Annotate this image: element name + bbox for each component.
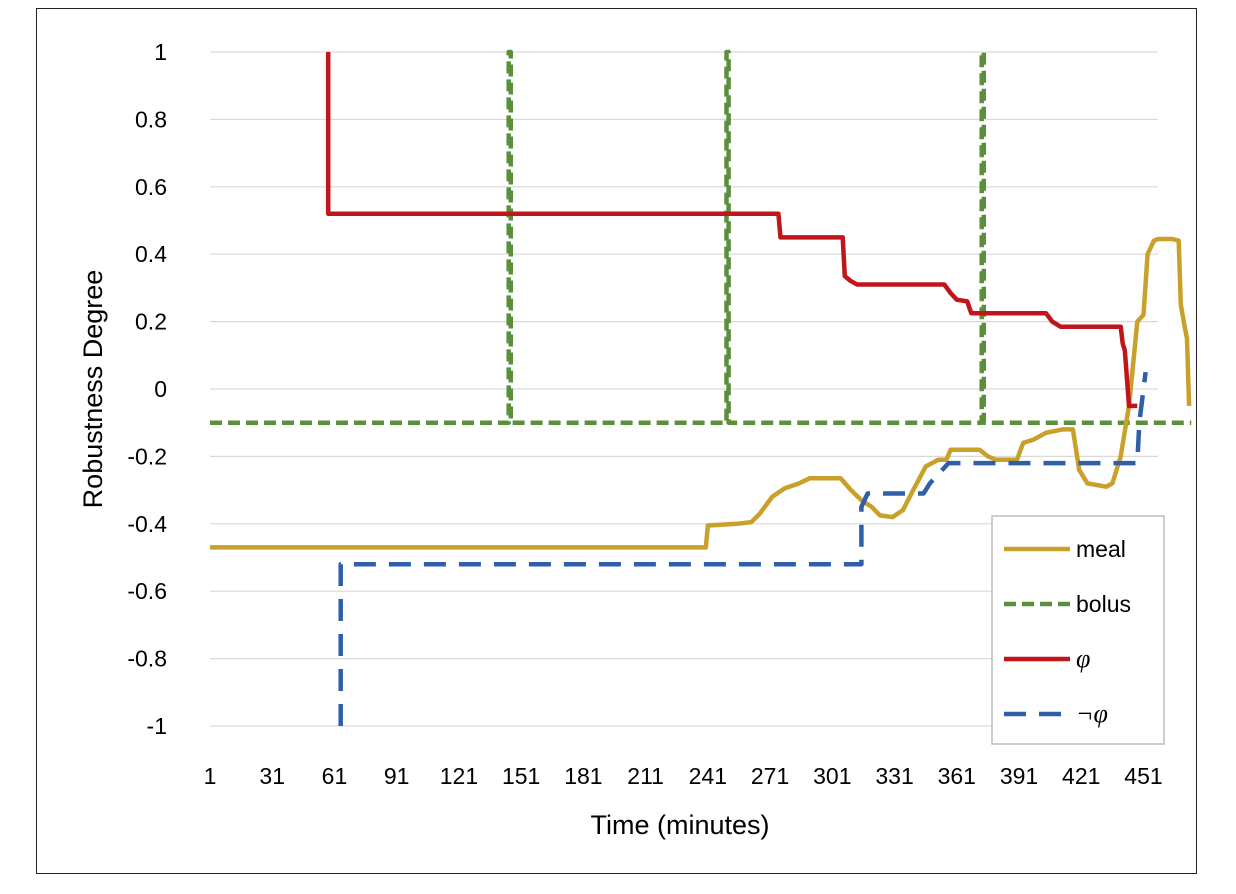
- x-tick-label: 151: [502, 763, 540, 789]
- legend: meal bolus φ ¬φ: [991, 515, 1165, 745]
- y-tick-label: -0.2: [127, 443, 167, 469]
- legend-label-2: φ: [1076, 644, 1090, 673]
- x-tick-label: 241: [689, 763, 727, 789]
- y-tick-label: 1: [154, 39, 167, 65]
- series-line-2: [325, 52, 1138, 409]
- y-axis-title: Robustness Degree: [78, 270, 108, 509]
- x-axis-title: Time (minutes): [590, 810, 769, 840]
- y-tick-label: 0.4: [135, 241, 167, 267]
- y-tick-label: 0.8: [135, 106, 167, 132]
- y-tick-label: -0.6: [127, 578, 167, 604]
- x-axis-ticks: 1 31 61 91 121 151 181 211 241 271 301 331 361 391 421…: [204, 763, 1163, 789]
- x-tick-label: 31: [259, 763, 285, 789]
- legend-box: [991, 515, 1165, 745]
- x-tick-label: 1: [204, 763, 217, 789]
- series-layer: [210, 49, 1192, 726]
- legend-label-0: meal: [1076, 536, 1126, 562]
- x-tick-label: 181: [564, 763, 602, 789]
- series-line-0: [210, 236, 1192, 550]
- x-tick-label: 61: [322, 763, 348, 789]
- y-tick-label: 0.6: [135, 174, 167, 200]
- x-tick-label: 331: [875, 763, 913, 789]
- x-tick-label: 301: [813, 763, 851, 789]
- legend-label-1: bolus: [1076, 591, 1131, 617]
- series-line-3: [338, 371, 1148, 726]
- y-tick-label: -0.8: [127, 646, 167, 672]
- gridlines: [210, 51, 1158, 727]
- x-tick-label: 391: [1000, 763, 1038, 789]
- y-axis-ticks: 1 0.8 0.6 0.4 0.2 0 -0.2 -0.4 -0.6 -0.8 -1: [127, 39, 167, 739]
- x-tick-label: 451: [1124, 763, 1162, 789]
- x-tick-label: 121: [440, 763, 478, 789]
- x-tick-label: 271: [751, 763, 789, 789]
- y-tick-label: 0: [154, 376, 167, 402]
- x-tick-label: 211: [627, 763, 664, 789]
- y-tick-label: 0.2: [135, 309, 167, 335]
- y-tick-label: -0.4: [127, 511, 167, 537]
- series-line-1: [210, 49, 1192, 425]
- x-tick-label: 361: [938, 763, 976, 789]
- y-tick-label: -1: [147, 713, 167, 739]
- legend-label-3: ¬φ: [1076, 699, 1108, 728]
- x-tick-label: 421: [1062, 763, 1100, 789]
- x-tick-label: 91: [384, 763, 410, 789]
